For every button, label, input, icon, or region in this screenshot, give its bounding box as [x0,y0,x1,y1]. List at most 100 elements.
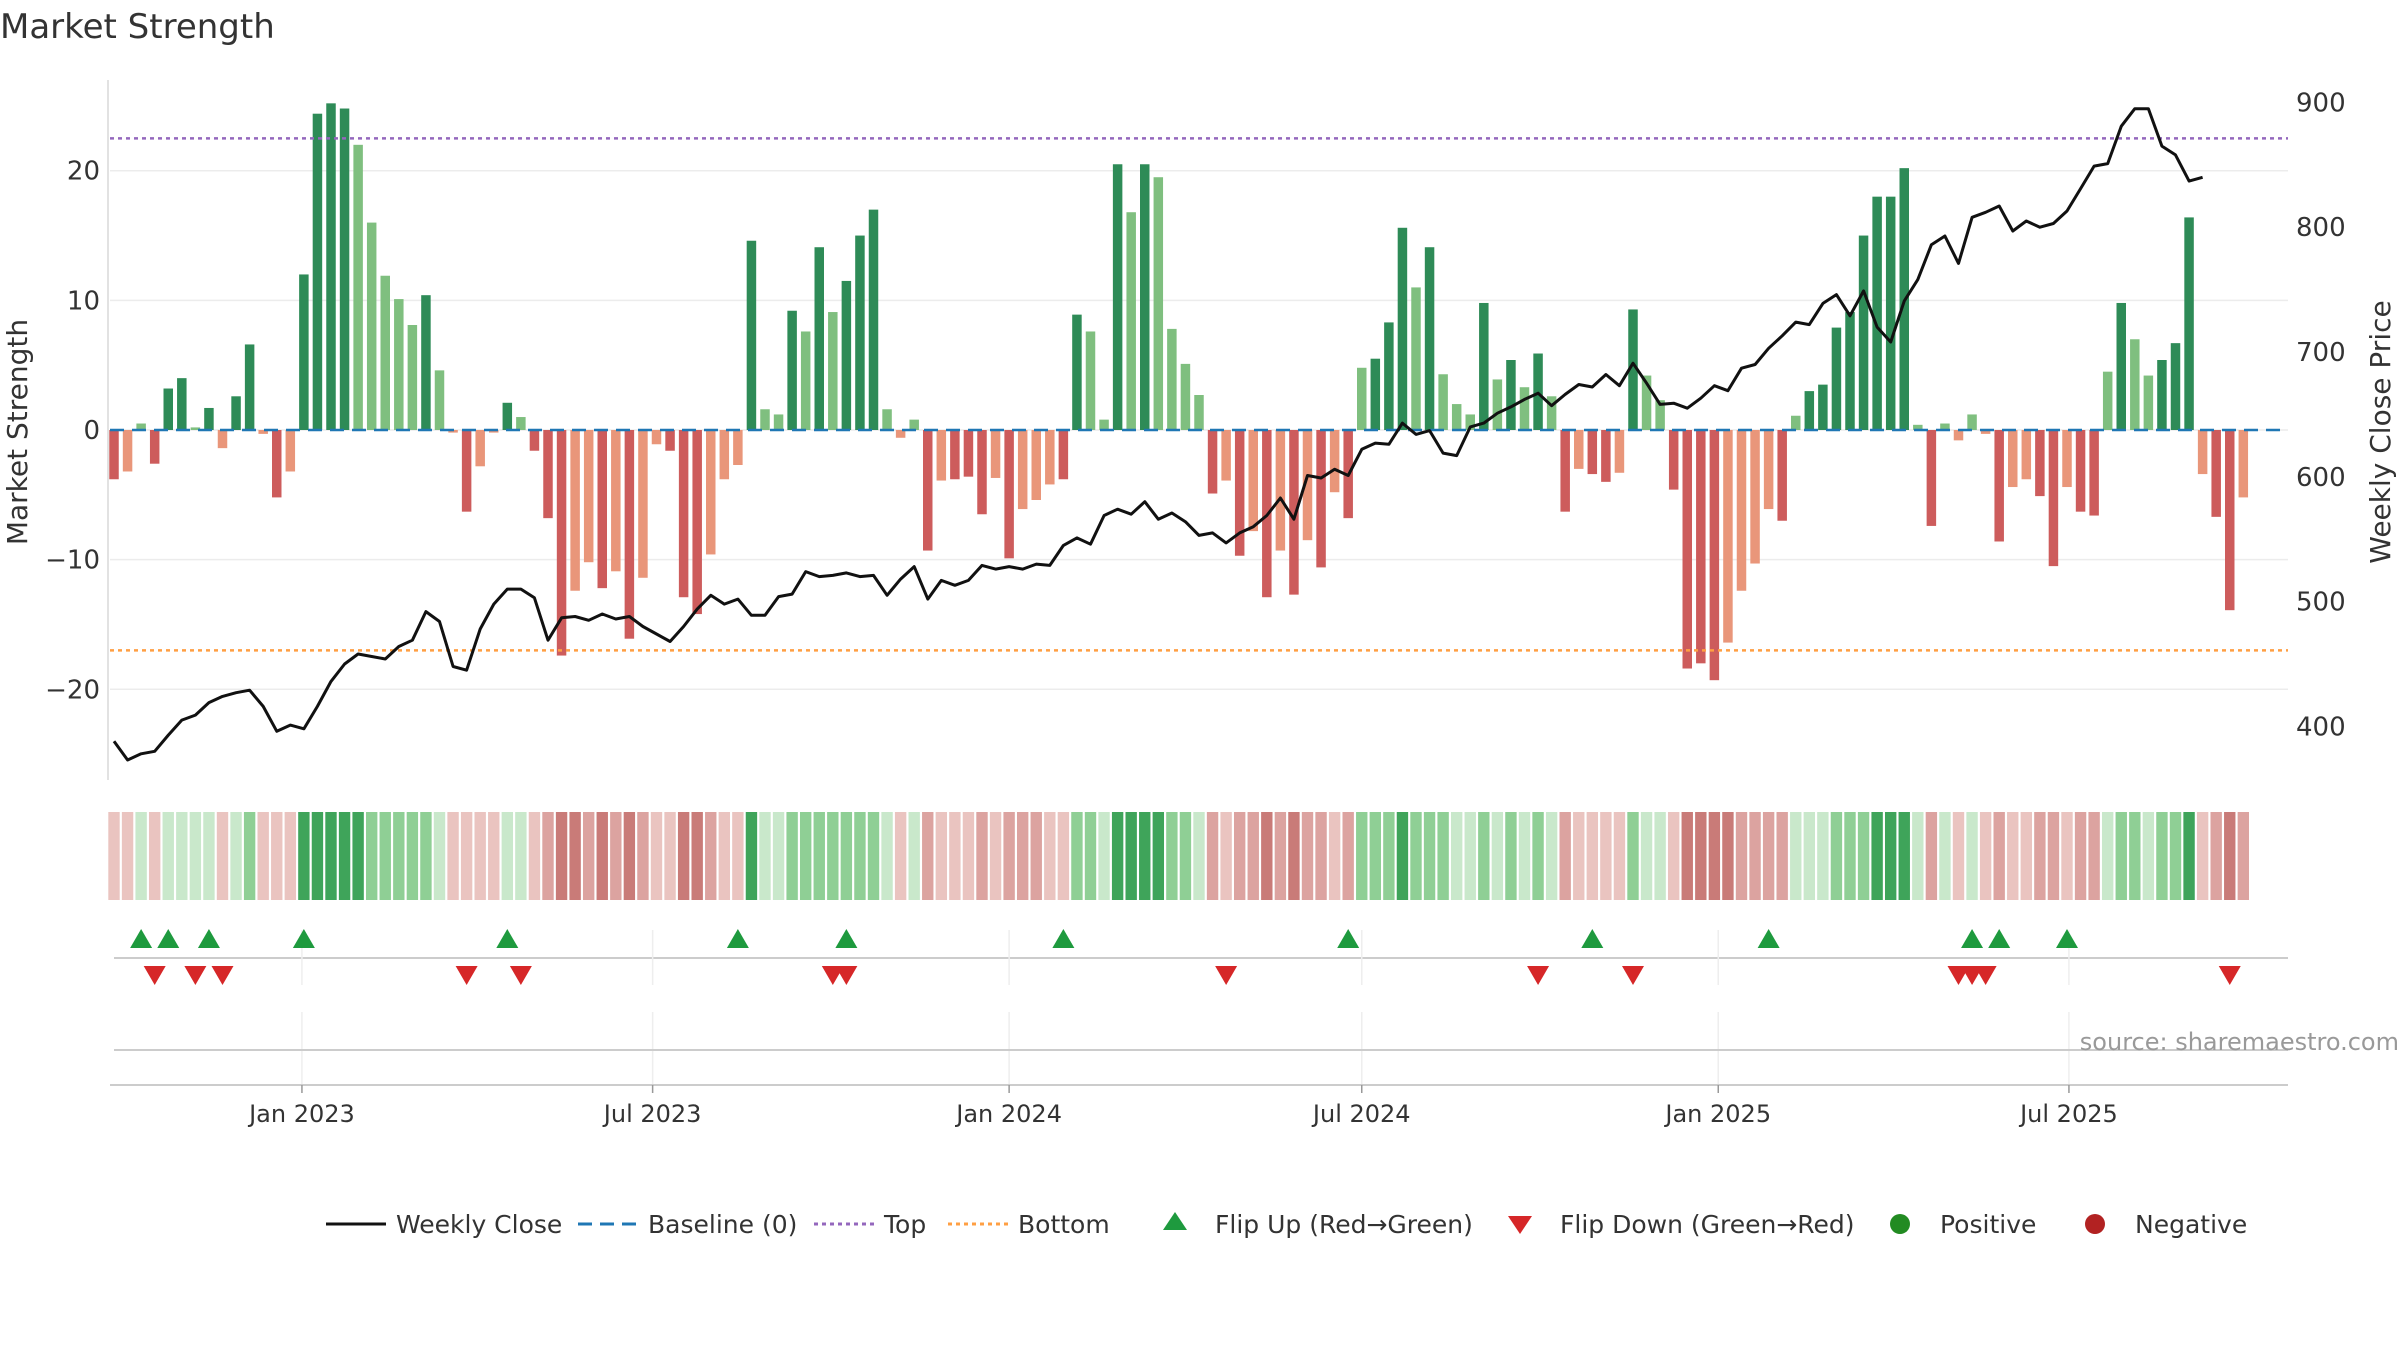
strip-cell [2196,812,2209,900]
x-tick-label: Jan 2023 [247,1100,355,1128]
strip-cell [2007,812,2019,900]
strip-cell [2061,812,2073,900]
strength-bar [1777,430,1787,521]
strip-cell [1857,812,1870,900]
strip-cell [582,812,595,900]
strip-cell [2074,812,2087,900]
x-tick-label: Jul 2023 [602,1100,702,1128]
chart-title: Market Strength [0,7,275,47]
strip-cell [1491,812,1504,900]
strip-cell [732,812,744,900]
strength-bar [1953,430,1964,441]
strip-cell [148,812,161,900]
strip-cell [1152,812,1165,900]
flip-up-marker [1581,929,1604,948]
strength-bar [733,430,743,465]
strength-bar [380,275,390,430]
strip-cell [1016,812,1029,900]
strength-bar [936,430,947,481]
y-axis-label: Market Strength [1,319,34,545]
flip-down-marker [1974,966,1997,985]
strip-cell [393,812,405,900]
legend-label: Bottom [1018,1210,1110,1239]
flip-up-marker [496,929,519,948]
strip-cell [1356,812,1368,900]
strip-cell [121,812,134,900]
strip-cell [881,812,893,900]
strength-bar [1791,415,1801,430]
strength-bar [719,430,730,480]
strength-bar [1519,387,1530,430]
strip-cell [1450,812,1463,900]
strength-bar [489,430,499,433]
strength-bar [1451,404,1462,430]
strength-bar [1601,430,1611,482]
strength-bar [1682,430,1692,669]
strip-cell [162,812,174,900]
strength-strip [108,812,2250,900]
strip-cell [338,812,351,900]
strength-bar [136,423,146,430]
strip-cell [1898,812,1910,900]
strength-bar [461,430,472,512]
strip-cell [1098,812,1110,900]
strip-cell [1342,812,1354,900]
strip-cell [406,812,419,900]
strength-bar [326,103,336,430]
strength-bar [1112,164,1123,430]
y-tick-label: 10 [67,286,100,316]
y2-tick-label: 700 [2296,338,2346,368]
strength-bar [923,430,933,551]
x-tick-label: Jan 2025 [1663,1100,1771,1128]
flip-down-marker [1215,966,1238,985]
strip-cell [284,812,297,900]
strip-cell [677,812,690,900]
strip-cell [745,812,758,900]
flip-down-marker [184,966,207,985]
strip-cell [1817,812,1829,900]
strip-cell [447,812,459,900]
strip-cell [1410,812,1422,900]
strength-bar [1126,212,1136,430]
strength-bar [1858,235,1869,430]
strip-cell [2129,812,2141,900]
strip-cell [1206,812,1219,900]
strength-bar [787,310,797,430]
strip-cell [1532,812,1544,900]
legend-circle-swatch [2085,1214,2105,1234]
legend-label: Flip Down (Green→Red) [1560,1210,1855,1239]
legend-item: Top [814,1210,926,1239]
strength-bar [1614,430,1625,473]
strip-cell [854,812,866,900]
strip-cell [1301,812,1314,900]
strength-bar [502,402,513,430]
strength-bar [2130,339,2140,430]
y-tick-label: 20 [67,157,100,187]
strip-cell [772,812,785,900]
strip-cell [935,812,948,900]
legend-label: Weekly Close [396,1210,562,1239]
strength-bar [421,295,431,430]
strip-cell [379,812,391,900]
strength-bar [950,430,960,480]
strength-bar [1913,424,1923,430]
strength-bar [366,222,377,430]
strip-cell [189,812,202,900]
strip-cell [1925,812,1938,900]
flip-up-marker [1757,929,1780,948]
strip-cell [2142,812,2155,900]
strip-cell [1003,812,1015,900]
strip-cell [1057,812,1070,900]
legend-label: Flip Up (Red→Green) [1215,1210,1473,1239]
strength-bar [2089,430,2099,516]
strength-bar [1641,375,1652,430]
strength-bar [1980,430,1991,434]
strength-bar [1655,400,1665,430]
strip-cell [596,812,608,900]
strip-cell [610,812,622,900]
strip-cell [2156,812,2168,900]
strip-cell [989,812,1002,900]
y-tick-label: −20 [45,675,100,705]
strength-bar [638,430,648,578]
